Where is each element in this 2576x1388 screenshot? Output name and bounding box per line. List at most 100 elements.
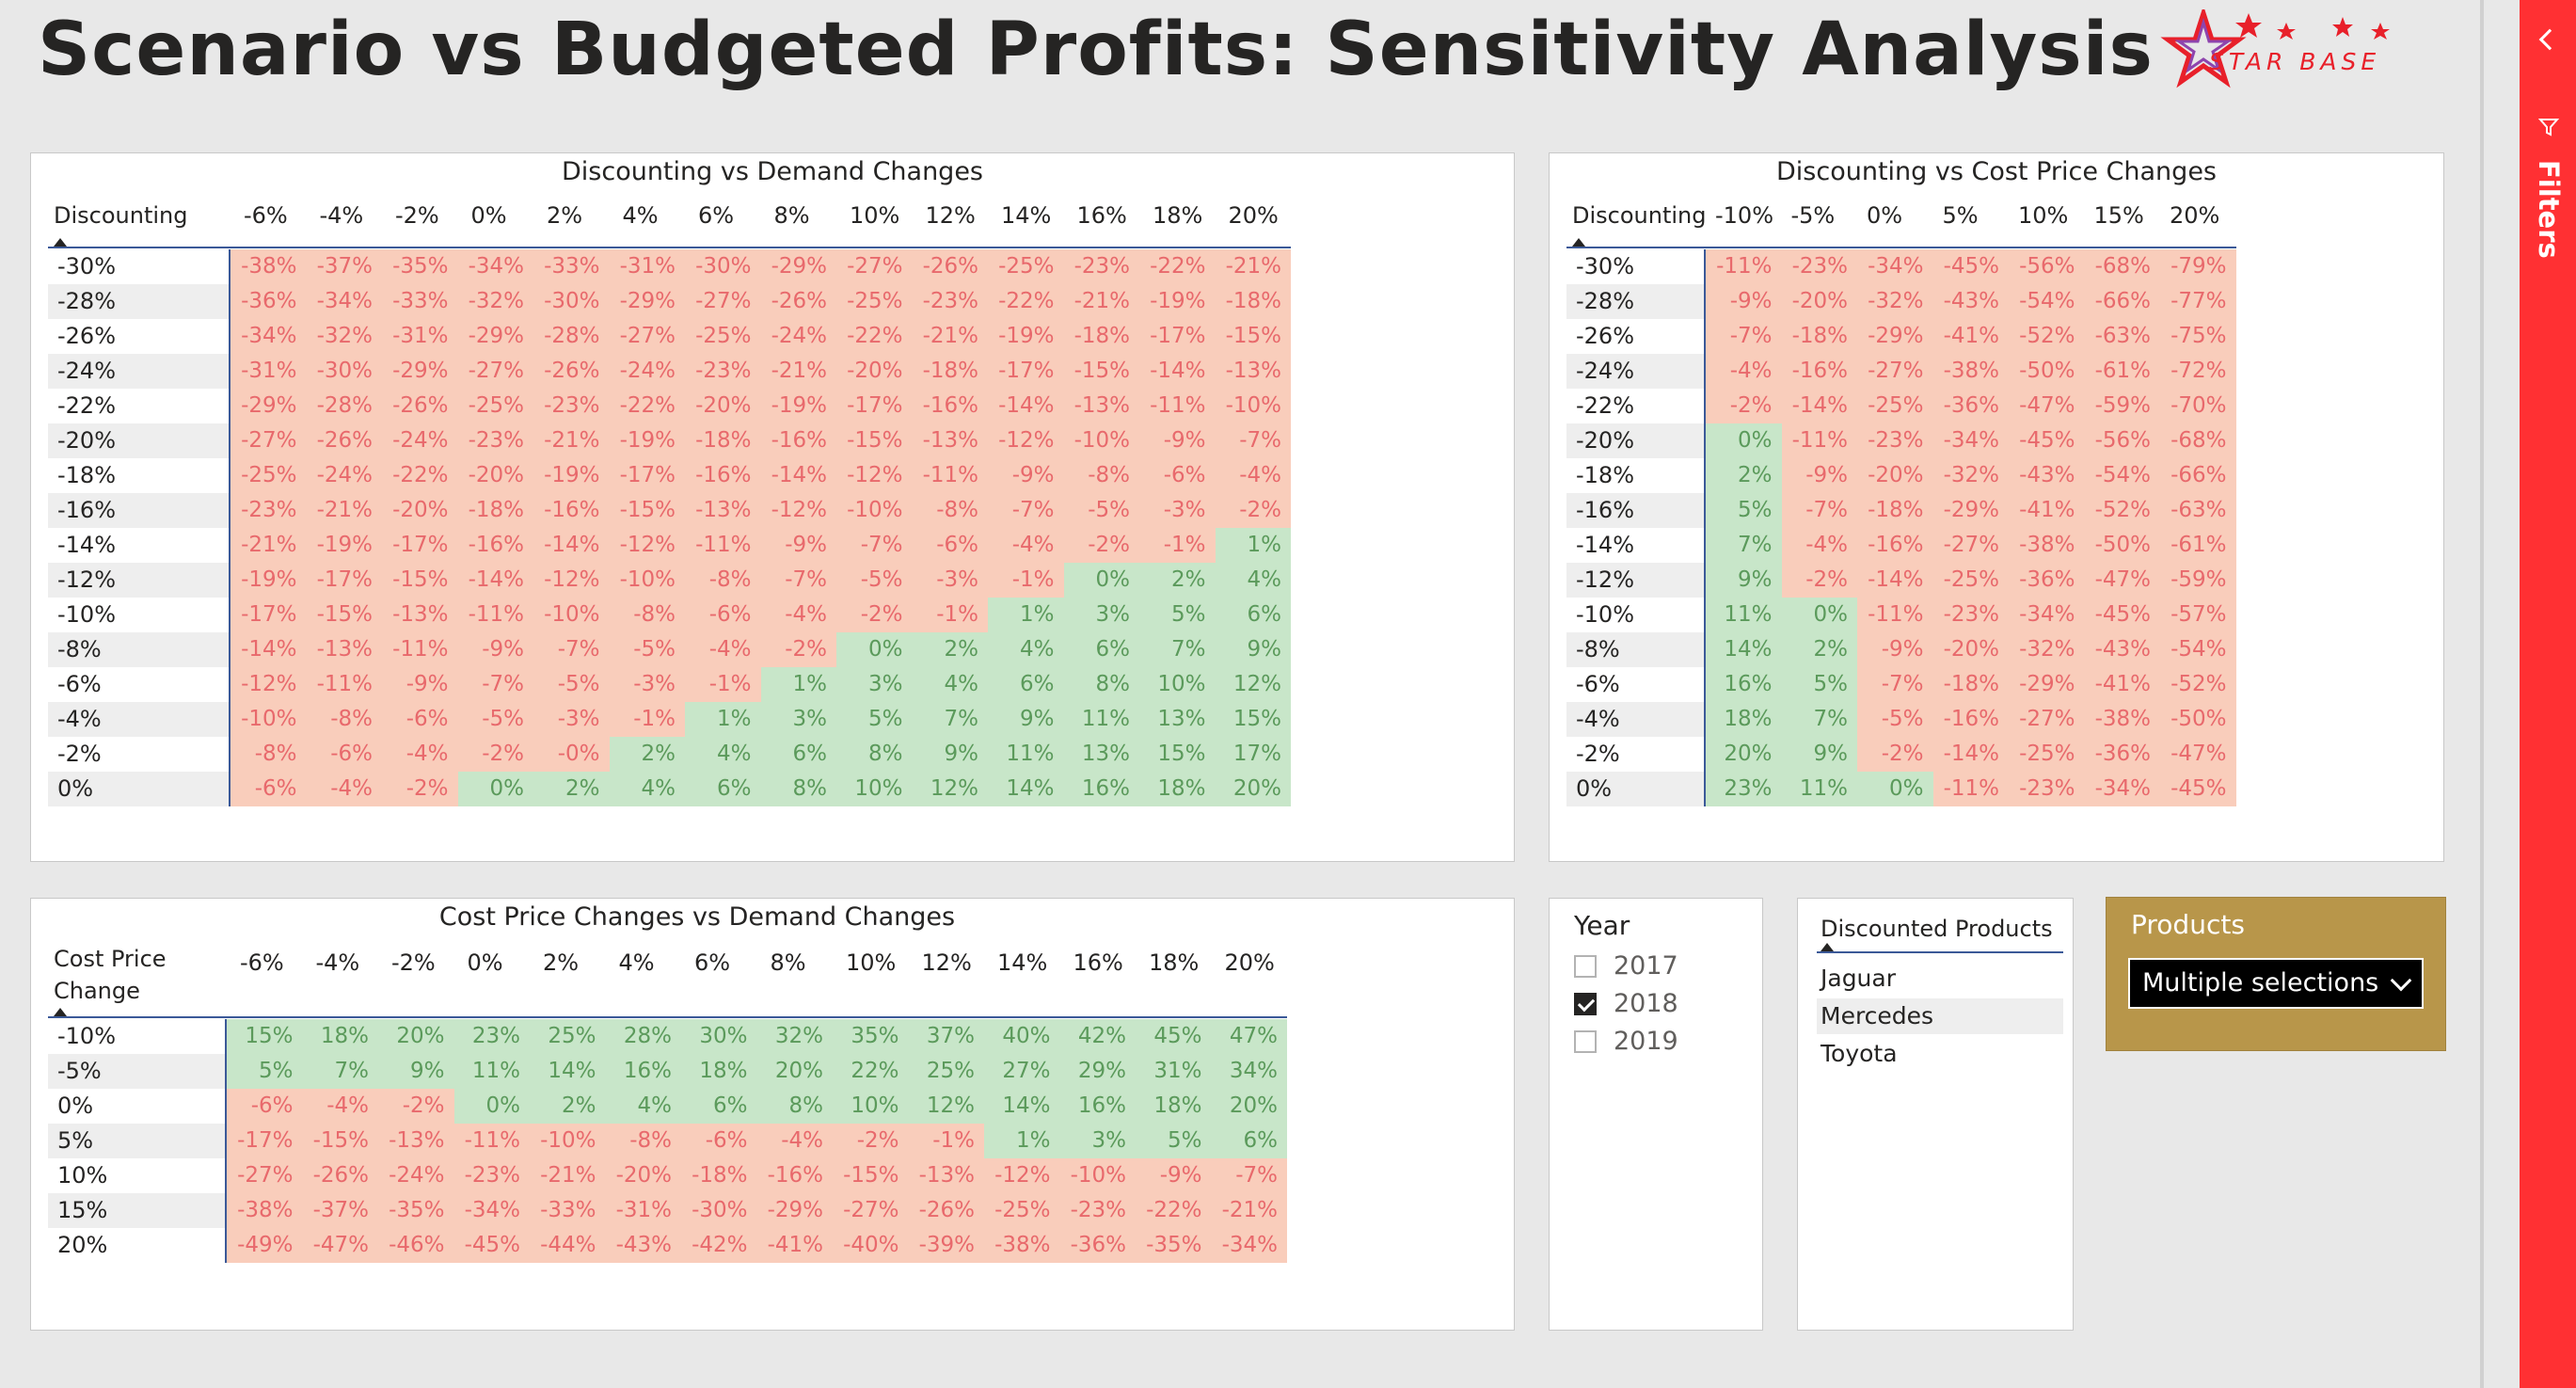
matrix-cell[interactable]: -52%	[2009, 319, 2085, 354]
matrix-cell[interactable]: -5%	[1063, 493, 1139, 528]
column-header[interactable]: 16%	[1076, 202, 1127, 229]
matrix-cell[interactable]: -22%	[1139, 249, 1216, 284]
matrix-cell[interactable]: -45%	[1932, 249, 2009, 284]
matrix-cell[interactable]: -2%	[1706, 389, 1782, 423]
matrix-cell[interactable]: -5%	[1857, 702, 1933, 737]
matrix-cell[interactable]: -21%	[1211, 1193, 1287, 1228]
matrix-cell[interactable]: -27%	[227, 1158, 303, 1193]
matrix-cell[interactable]: -2%	[382, 772, 458, 806]
matrix-cell[interactable]: -20%	[836, 354, 913, 389]
row-header[interactable]: -6%	[57, 671, 102, 697]
matrix-cell[interactable]: -6%	[685, 598, 761, 632]
discounted-product-option[interactable]: Toyota	[1821, 1040, 1898, 1067]
matrix-cell[interactable]: -27%	[457, 354, 533, 389]
matrix-cell[interactable]: 14%	[1706, 632, 1782, 667]
matrix-corner-header[interactable]: Cost Price	[54, 946, 167, 972]
matrix-cell[interactable]: -2%	[760, 632, 836, 667]
matrix-cell[interactable]: -54%	[2009, 284, 2085, 319]
matrix-cell[interactable]: -26%	[912, 249, 988, 284]
year-option[interactable]: 2017	[1574, 951, 1678, 981]
row-header[interactable]: -14%	[1576, 532, 1635, 558]
column-header[interactable]: 8%	[773, 202, 810, 229]
matrix-cell[interactable]: -34%	[306, 284, 382, 319]
matrix-cell[interactable]: -21%	[231, 528, 307, 563]
matrix-cell[interactable]: -11%	[453, 1124, 530, 1158]
matrix-cell[interactable]: -49%	[227, 1228, 303, 1263]
matrix-cell[interactable]: -23%	[912, 284, 988, 319]
matrix-corner-header[interactable]: Discounting	[54, 202, 188, 229]
matrix-cell[interactable]: -25%	[836, 284, 913, 319]
row-header[interactable]: -30%	[1576, 253, 1635, 279]
matrix-cell[interactable]: -8%	[231, 737, 307, 772]
matrix-cell[interactable]: -11%	[1781, 423, 1857, 458]
matrix-cell[interactable]: -19%	[231, 563, 307, 598]
row-header[interactable]: -8%	[1566, 632, 1706, 667]
matrix-cell[interactable]: -15%	[1215, 319, 1291, 354]
matrix-cell[interactable]: -21%	[1215, 249, 1291, 284]
matrix-cell[interactable]: 11%	[453, 1054, 530, 1089]
matrix-cell[interactable]: 2%	[1781, 632, 1857, 667]
matrix-cell[interactable]: -10%	[1215, 389, 1291, 423]
matrix-cell[interactable]: -29%	[1857, 319, 1933, 354]
matrix-cell[interactable]: -1%	[685, 667, 761, 702]
matrix-cell[interactable]: 4%	[605, 1089, 681, 1124]
matrix-cell[interactable]: -40%	[833, 1228, 909, 1263]
matrix-cell[interactable]: 16%	[1706, 667, 1782, 702]
matrix-cell[interactable]: -23%	[453, 1158, 530, 1193]
matrix-cell[interactable]: 6%	[1215, 598, 1291, 632]
row-header[interactable]: 0%	[48, 772, 231, 806]
matrix-cell[interactable]: 0%	[1706, 423, 1782, 458]
matrix-cell[interactable]: -38%	[1932, 354, 2009, 389]
matrix-cell[interactable]: -38%	[2084, 702, 2160, 737]
matrix-cell[interactable]: 9%	[912, 737, 988, 772]
matrix-cell[interactable]: -28%	[533, 319, 610, 354]
matrix-cell[interactable]: -17%	[306, 563, 382, 598]
matrix-cell[interactable]: -56%	[2084, 423, 2160, 458]
matrix-cell[interactable]: -7%	[988, 493, 1064, 528]
row-header[interactable]: 20%	[57, 1232, 108, 1258]
row-header[interactable]: -18%	[1576, 462, 1635, 488]
matrix-cell[interactable]: -12%	[836, 458, 913, 493]
matrix-cell[interactable]: 35%	[833, 1019, 909, 1054]
column-header[interactable]: 4%	[618, 949, 655, 976]
matrix-cell[interactable]: -21%	[760, 354, 836, 389]
matrix-cell[interactable]: 11%	[1063, 702, 1139, 737]
matrix-cell[interactable]: 4%	[685, 737, 761, 772]
matrix-cell[interactable]: -4%	[1706, 354, 1782, 389]
matrix-cell[interactable]: -4%	[382, 737, 458, 772]
matrix-cell[interactable]: -77%	[2160, 284, 2236, 319]
matrix-cell[interactable]: -25%	[2009, 737, 2085, 772]
column-header[interactable]: -2%	[395, 202, 439, 229]
column-header[interactable]: 20%	[1228, 202, 1279, 229]
matrix-cell[interactable]: 6%	[685, 772, 761, 806]
matrix-cell[interactable]: -34%	[1857, 249, 1933, 284]
matrix-cell[interactable]: -16%	[1857, 528, 1933, 563]
matrix-cell[interactable]: 11%	[1781, 772, 1857, 806]
matrix-cell[interactable]: -27%	[833, 1193, 909, 1228]
matrix-cell[interactable]: -2%	[1063, 528, 1139, 563]
matrix-cell[interactable]: -16%	[1932, 702, 2009, 737]
matrix-cell[interactable]: -22%	[836, 319, 913, 354]
matrix-cell[interactable]: -10%	[533, 598, 610, 632]
matrix-cell[interactable]: -17%	[1139, 319, 1216, 354]
matrix-cell[interactable]: 14%	[988, 772, 1064, 806]
matrix-cell[interactable]: -23%	[457, 423, 533, 458]
matrix-cell[interactable]: -7%	[836, 528, 913, 563]
matrix-cell[interactable]: -26%	[382, 389, 458, 423]
matrix-cell[interactable]: -20%	[1857, 458, 1933, 493]
matrix-cell[interactable]: -33%	[530, 1193, 606, 1228]
matrix-cell[interactable]: -34%	[2084, 772, 2160, 806]
matrix-cell[interactable]: -35%	[378, 1193, 454, 1228]
matrix-cell[interactable]: 5%	[1139, 598, 1216, 632]
matrix-cell[interactable]: -21%	[530, 1158, 606, 1193]
matrix-cell[interactable]: -25%	[988, 249, 1064, 284]
column-header[interactable]: -10%	[1715, 202, 1774, 229]
matrix-cell[interactable]: 4%	[609, 772, 685, 806]
matrix-cell[interactable]: -7%	[1857, 667, 1933, 702]
matrix-cell[interactable]: 16%	[1059, 1089, 1136, 1124]
matrix-cell[interactable]: -43%	[2084, 632, 2160, 667]
row-header[interactable]: -10%	[57, 1023, 117, 1049]
products-slicer[interactable]: Products Multiple selections	[2106, 897, 2446, 1051]
matrix-corner-header[interactable]: Discounting	[1572, 202, 1707, 229]
row-header[interactable]: -28%	[1566, 284, 1706, 319]
